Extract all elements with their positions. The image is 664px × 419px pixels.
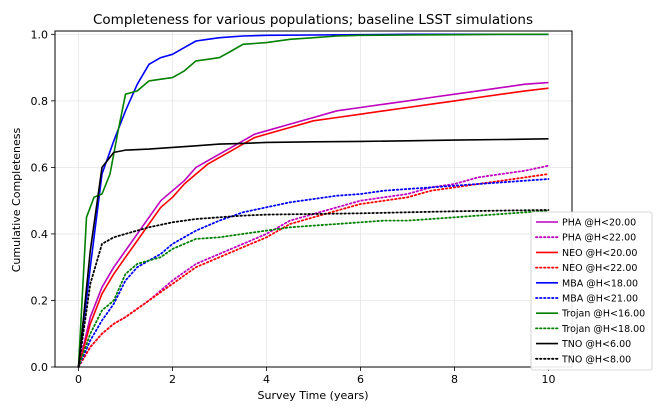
x-tick-label: 8 — [451, 373, 458, 386]
chart-title: Completeness for various populations; ba… — [93, 12, 533, 28]
x-tick-label: 6 — [357, 373, 364, 386]
legend-box — [530, 211, 653, 371]
series-line — [77, 173, 550, 368]
y-tick-label: 1.0 — [31, 28, 49, 41]
series-line — [77, 81, 549, 368]
y-tick-label: 0.0 — [31, 361, 49, 374]
x-tick-label: 10 — [542, 373, 556, 386]
x-axis-ticks: 0 2 4 6 8 10 — [75, 367, 556, 386]
y-axis-label: Cumulative Completeness — [10, 127, 23, 272]
legend-label: PHA @H<20.00 — [562, 218, 636, 229]
legend-label: NEO @H<20.00 — [562, 248, 637, 259]
legend-label: MBA @H<18.00 — [562, 278, 638, 289]
x-axis-label: Survey Time (years) — [257, 389, 368, 402]
legend: PHA @H<20.00 PHA @H<22.00 NEO @H<20.00 NEO … — [530, 211, 653, 371]
plot-frame — [54, 30, 573, 368]
legend-label: NEO @H<22.00 — [562, 263, 637, 274]
series-line — [77, 178, 550, 368]
x-tick-label: 2 — [169, 373, 176, 386]
legend-label: TNO @H<8.00 — [561, 354, 631, 365]
y-tick-label: 0.6 — [31, 161, 49, 174]
series-lines — [77, 33, 550, 368]
x-tick-label: 0 — [75, 373, 82, 386]
series-line — [77, 138, 549, 368]
series-line — [77, 33, 549, 368]
legend-label: MBA @H<21.00 — [562, 294, 638, 305]
legend-label: Trojan @H<16.00 — [561, 309, 645, 320]
y-tick-label: 0.8 — [31, 95, 49, 108]
y-tick-label: 0.4 — [31, 228, 49, 241]
x-tick-label: 4 — [263, 373, 270, 386]
legend-label: Trojan @H<18.00 — [561, 324, 645, 335]
y-axis-ticks: 0.0 0.2 0.4 0.6 0.8 1.0 — [31, 28, 55, 374]
series-line — [77, 209, 550, 368]
legend-label: PHA @H<22.00 — [562, 233, 636, 244]
y-tick-label: 0.2 — [31, 294, 49, 307]
legend-label: TNO @H<6.00 — [561, 339, 631, 350]
